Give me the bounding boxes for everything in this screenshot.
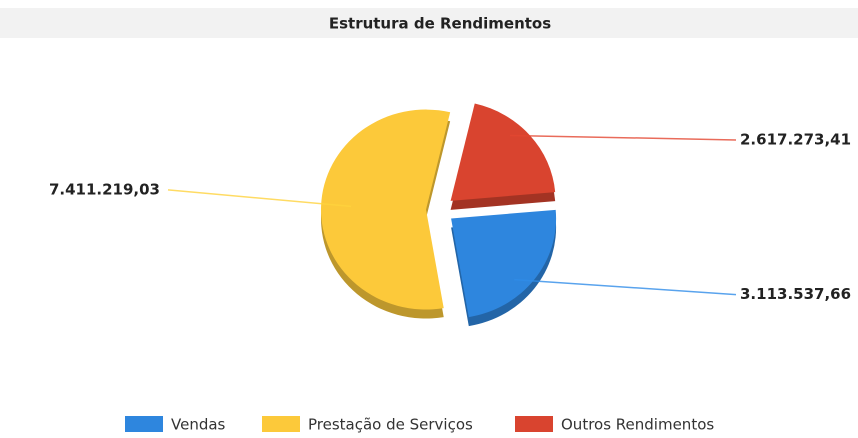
slice-top xyxy=(321,109,451,310)
leader-line xyxy=(514,278,737,296)
value-label: 3.113.537,66 xyxy=(740,285,851,303)
legend-swatch xyxy=(515,416,553,432)
value-label: 2.617.273,41 xyxy=(740,130,851,148)
pie-slice xyxy=(450,103,556,210)
slice-top xyxy=(450,103,556,201)
title-band xyxy=(0,8,858,38)
leader-line xyxy=(167,189,352,208)
chart-title: Estrutura de Rendimentos xyxy=(329,15,551,33)
legend-swatch xyxy=(262,416,300,432)
legend-label: Vendas xyxy=(171,416,226,434)
value-label: 7.411.219,03 xyxy=(49,180,160,198)
legend-swatch xyxy=(125,416,163,432)
slice-top xyxy=(451,209,557,318)
pie-slice xyxy=(451,209,557,327)
leader-line xyxy=(510,134,737,141)
legend-label: Outros Rendimentos xyxy=(561,416,714,434)
pie-slice xyxy=(321,109,451,319)
legend-label: Prestação de Serviços xyxy=(308,416,473,434)
